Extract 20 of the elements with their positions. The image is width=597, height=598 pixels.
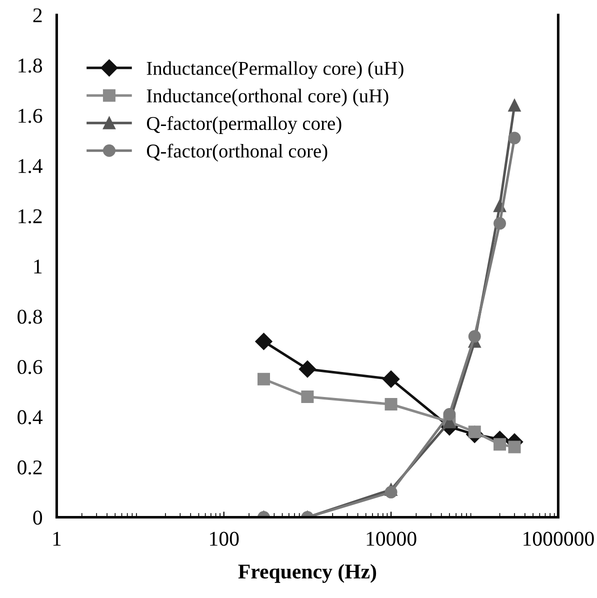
y-tick-label: 0.2	[18, 460, 42, 475]
legend-label: Q-factor(orthonal core)	[146, 144, 328, 162]
legend-label: Inductance(Permalloy core) (uH)	[146, 61, 404, 79]
y-tick-label: 1.8	[18, 58, 42, 73]
y-tick-label: 1.2	[18, 209, 42, 224]
legend-label: Inductance(orthonal core) (uH)	[146, 88, 388, 106]
y-tick-label: 0	[33, 510, 42, 525]
legend-label: Q-factor(permalloy core)	[146, 116, 342, 134]
x-tick-label: 1000000	[524, 532, 594, 546]
y-tick-label: 2	[33, 8, 42, 22]
y-tick-label: 0.8	[18, 310, 42, 324]
y-tick-label: 0.6	[18, 360, 42, 374]
y-tick-label: 0.4	[18, 410, 42, 424]
y-tick-label: 1.4	[18, 159, 42, 174]
x-tick-label: 1	[53, 532, 61, 546]
y-tick-label: 1.6	[18, 108, 42, 123]
x-tick-label: 10000	[366, 532, 416, 546]
x-axis-title: Frequency (Hz)	[238, 564, 376, 583]
x-tick-label: 100	[210, 532, 239, 546]
y-tick-label: 1	[34, 260, 42, 274]
